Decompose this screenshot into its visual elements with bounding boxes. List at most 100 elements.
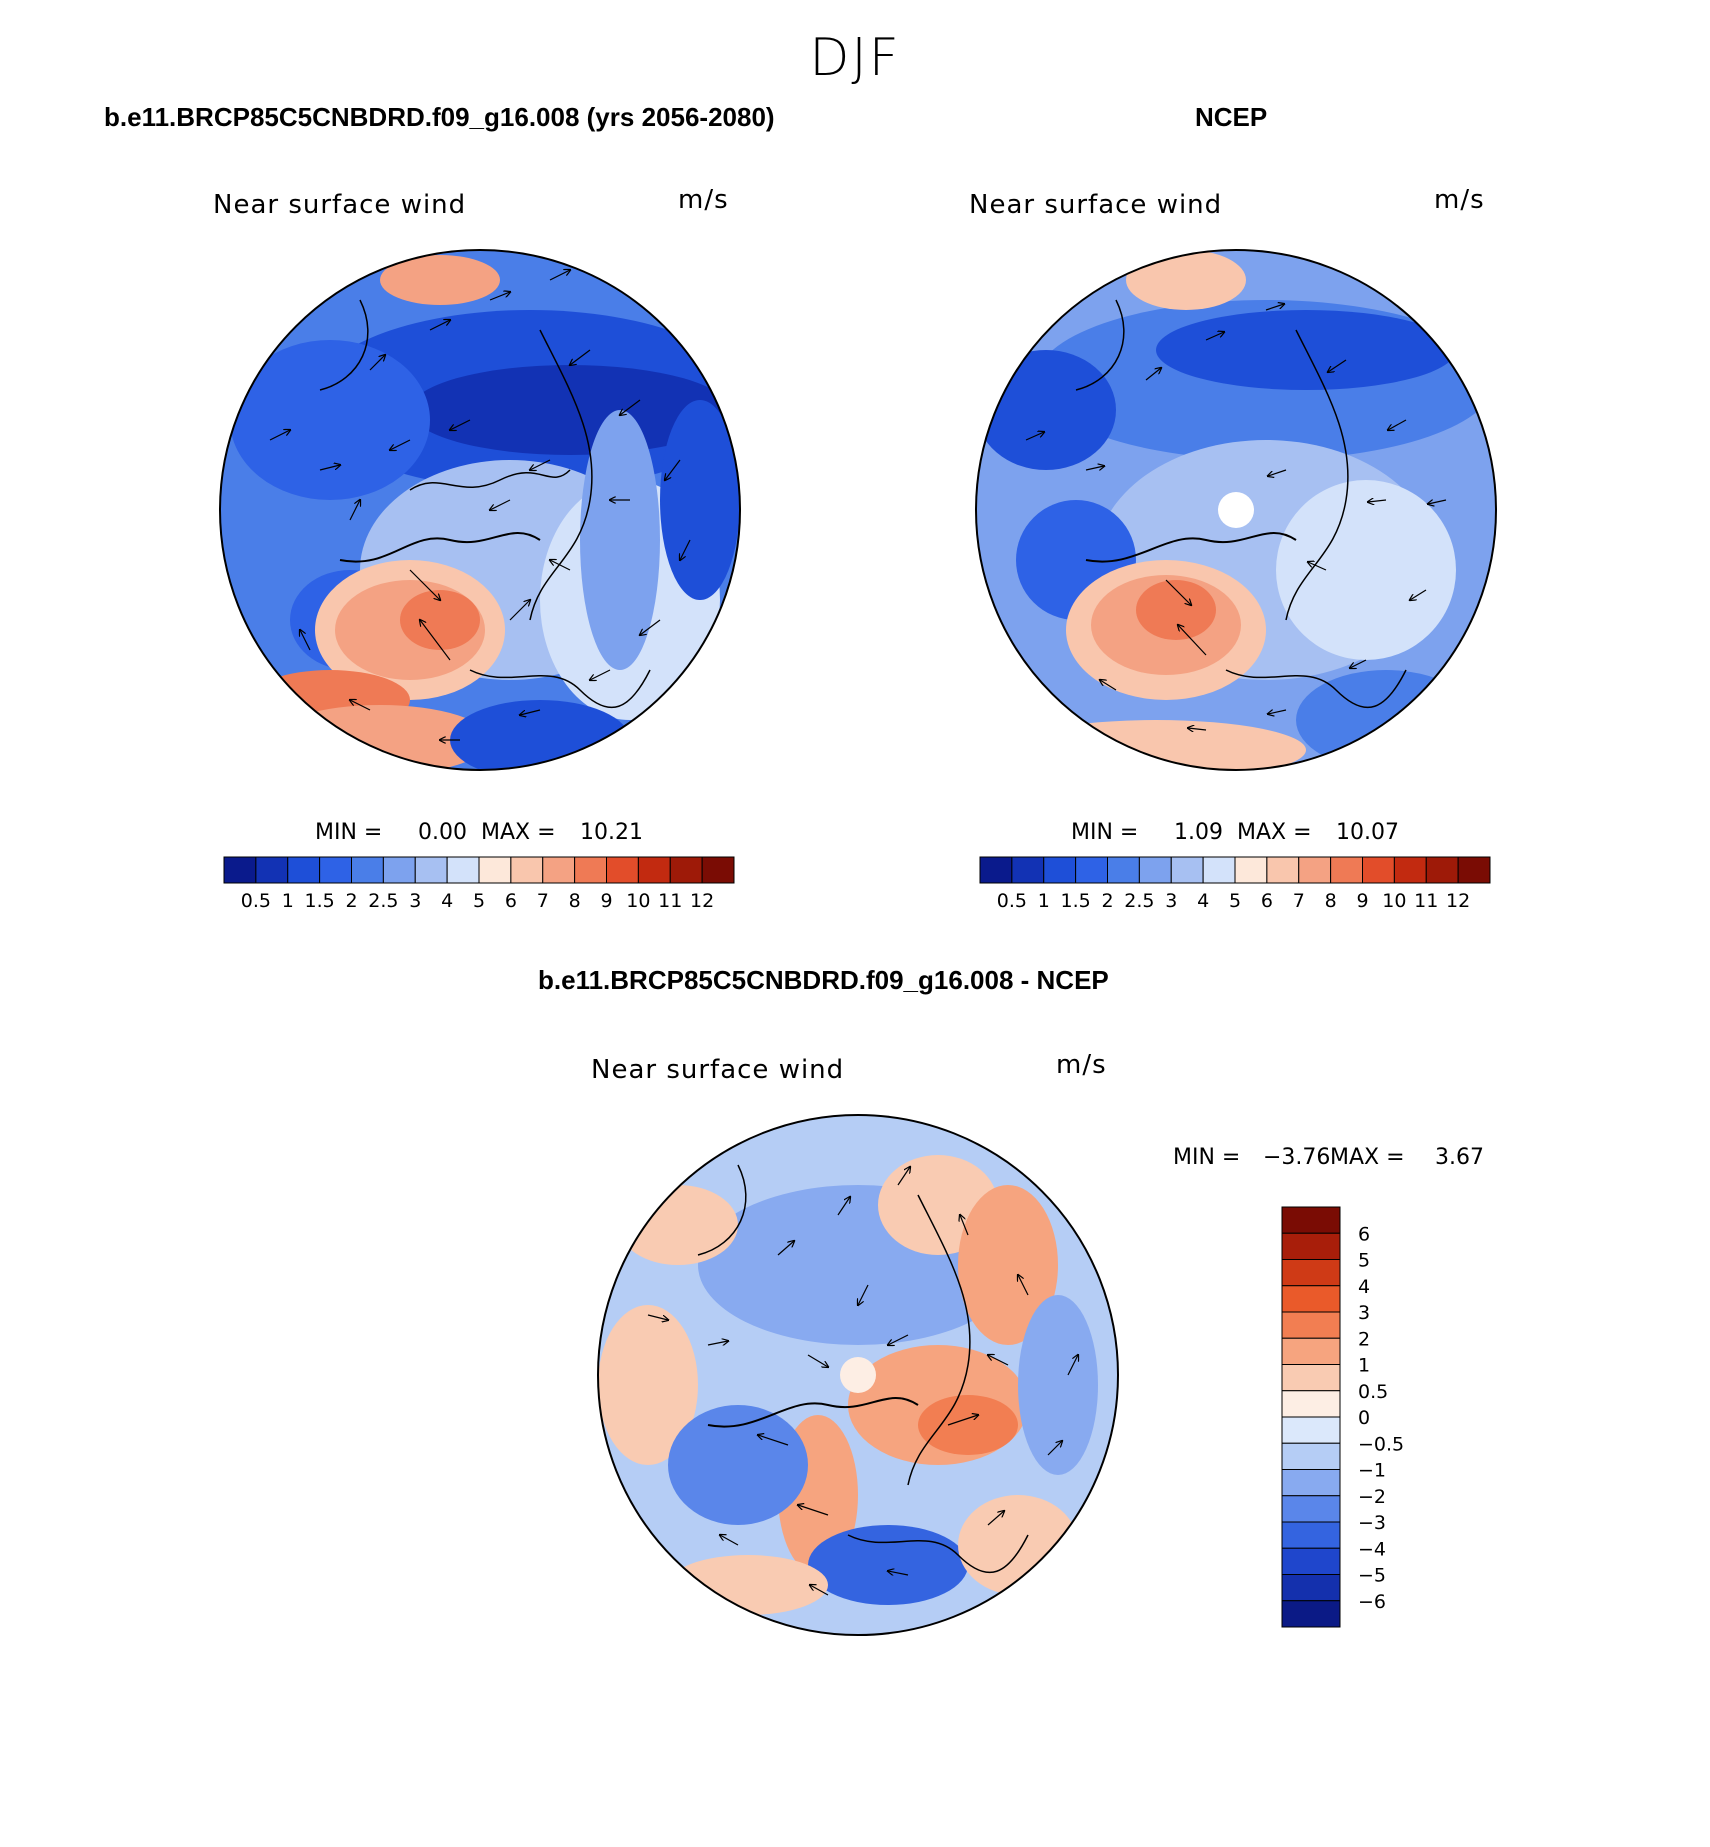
diff-colorbar-swatch — [1281, 1337, 1341, 1365]
model-colorbar-tick-label: 4 — [441, 890, 453, 912]
obs-colorbar-swatch — [1330, 856, 1363, 884]
obs-colorbar-swatch — [1170, 856, 1204, 884]
model-contour-field — [220, 250, 740, 770]
model-colorbar-tick-label: 2.5 — [368, 890, 398, 912]
obs-colorbar-tick-label: 2.5 — [1124, 890, 1154, 912]
model-colorbar-tick-label: 3 — [409, 890, 421, 912]
obs-colorbar-tick-label: 7 — [1293, 890, 1305, 912]
diff-max-label: MAX = — [1330, 1145, 1405, 1170]
obs-colorbar-swatch — [1298, 856, 1332, 884]
obs-colorbar-swatch — [1362, 856, 1395, 884]
diff-min-value: −3.76 — [1263, 1145, 1331, 1170]
diff-colorbar-swatch — [1281, 1390, 1341, 1418]
obs-colorbar-swatch — [1011, 856, 1045, 884]
obs-colorbar-swatch — [1425, 856, 1459, 884]
diff-colorbar-tick-label: −5 — [1358, 1565, 1386, 1587]
model-min-value: 0.00 — [418, 820, 467, 845]
diff-colorbar-swatch — [1281, 1547, 1341, 1575]
model-colorbar-swatch — [606, 856, 639, 884]
diff-colorbar-swatch — [1281, 1259, 1341, 1287]
obs-colorbar-swatch — [1393, 856, 1427, 884]
diff-colorbar-tick-label: −1 — [1358, 1460, 1386, 1482]
obs-polar-map — [975, 249, 1497, 771]
diff-colorbar-swatch — [1281, 1469, 1341, 1497]
obs-colorbar-tick-label: 1.5 — [1061, 890, 1091, 912]
diff-colorbar-swatch — [1281, 1206, 1341, 1234]
model-colorbar-tick-label: 0.5 — [241, 890, 271, 912]
obs-colorbar-tick-label: 5 — [1229, 890, 1241, 912]
model-colorbar-swatch — [414, 856, 448, 884]
obs-colorbar-swatch — [1138, 856, 1172, 884]
diff-colorbar-tick-label: −2 — [1358, 1486, 1386, 1508]
model-colorbar-swatch — [574, 856, 607, 884]
model-max-label: MAX = — [481, 820, 556, 845]
model-max-value: 10.21 — [580, 820, 643, 845]
obs-colorbar-swatch — [1234, 856, 1268, 884]
diff-colorbar-tick-label: 1 — [1358, 1355, 1370, 1377]
model-min-label: MIN = — [315, 820, 383, 845]
obs-colorbar-swatch — [1457, 856, 1491, 884]
diff-colorbar-swatch — [1281, 1285, 1341, 1313]
diff-colorbar-tick-label: −4 — [1358, 1538, 1386, 1560]
diff-colorbar-tick-label: −0.5 — [1358, 1433, 1404, 1455]
diff-colorbar-tick-label: 5 — [1358, 1250, 1370, 1272]
obs-units-label: m/s — [1434, 185, 1485, 215]
model-colorbar-tick-label: 9 — [600, 890, 612, 912]
diff-map-boundary — [597, 1114, 1119, 1636]
diff-colorbar-swatch — [1281, 1311, 1341, 1339]
obs-colorbar-tick-label: 0.5 — [997, 890, 1027, 912]
model-panel-title: b.e11.BRCP85C5CNBDRD.f09_g16.008 (yrs 20… — [104, 102, 775, 132]
model-colorbar-tick-label: 1 — [282, 890, 294, 912]
obs-colorbar-tick-label: 2 — [1101, 890, 1113, 912]
diff-colorbar-tick-label: −6 — [1358, 1591, 1386, 1613]
model-colorbar-tick-label: 2 — [345, 890, 357, 912]
model-colorbar-swatch — [351, 856, 384, 884]
diff-variable-label: Near surface wind — [591, 1055, 845, 1085]
model-polar-map — [219, 249, 741, 771]
diff-colorbar-swatch — [1281, 1600, 1341, 1628]
model-colorbar-tick-label: 5 — [473, 890, 485, 912]
obs-min-value: 1.09 — [1174, 820, 1223, 845]
model-colorbar-swatch — [287, 856, 321, 884]
model-colorbar-tick-label: 12 — [690, 890, 714, 912]
obs-colorbar: 0.5 1 1.5 2 2.5 3 4 5 6 7 8 9 10 11 12 — [979, 856, 1491, 912]
model-colorbar-swatch — [478, 856, 512, 884]
obs-contour-field — [976, 250, 1496, 770]
model-colorbar-swatch — [446, 856, 480, 884]
model-colorbar-swatch — [701, 856, 735, 884]
diff-panel-title: b.e11.BRCP85C5CNBDRD.f09_g16.008 - NCEP — [538, 965, 1109, 995]
model-colorbar-tick-label: 10 — [626, 890, 650, 912]
diff-units-label: m/s — [1056, 1050, 1107, 1080]
model-colorbar-tick-label: 8 — [569, 890, 581, 912]
diff-colorbar-swatch — [1281, 1574, 1341, 1602]
diff-polar-map — [597, 1114, 1119, 1636]
model-colorbar-swatch — [637, 856, 671, 884]
diff-colorbar-swatch — [1281, 1232, 1341, 1260]
obs-map-boundary — [975, 249, 1497, 771]
obs-variable-label: Near surface wind — [969, 190, 1223, 220]
obs-colorbar-swatch — [979, 856, 1013, 884]
obs-colorbar-tick-label: 4 — [1197, 890, 1209, 912]
obs-colorbar-swatch — [1266, 856, 1300, 884]
model-units-label: m/s — [678, 185, 729, 215]
model-colorbar-tick-label: 7 — [537, 890, 549, 912]
model-colorbar: 0.5 1 1.5 2 2.5 3 4 5 6 7 8 9 10 11 12 — [223, 856, 735, 912]
obs-panel-title: NCEP — [1195, 102, 1268, 132]
obs-colorbar-tick-label: 10 — [1382, 890, 1406, 912]
obs-min-label: MIN = — [1071, 820, 1139, 845]
obs-colorbar-swatch — [1202, 856, 1236, 884]
obs-colorbar-tick-label: 6 — [1261, 890, 1273, 912]
model-colorbar-swatch — [382, 856, 416, 884]
season-title: DJF — [809, 28, 901, 88]
diff-colorbar-tick-label: 4 — [1358, 1276, 1370, 1298]
diff-colorbar-swatch — [1281, 1442, 1341, 1470]
obs-colorbar-tick-label: 8 — [1325, 890, 1337, 912]
obs-colorbar-swatch — [1075, 856, 1108, 884]
model-colorbar-tick-label: 11 — [658, 890, 682, 912]
diff-min-label: MIN = — [1173, 1145, 1241, 1170]
obs-colorbar-swatch — [1043, 856, 1077, 884]
diff-colorbar-swatch — [1281, 1364, 1341, 1392]
obs-colorbar-tick-label: 9 — [1356, 890, 1368, 912]
obs-colorbar-tick-label: 11 — [1414, 890, 1438, 912]
diff-colorbar-swatch — [1281, 1495, 1341, 1523]
